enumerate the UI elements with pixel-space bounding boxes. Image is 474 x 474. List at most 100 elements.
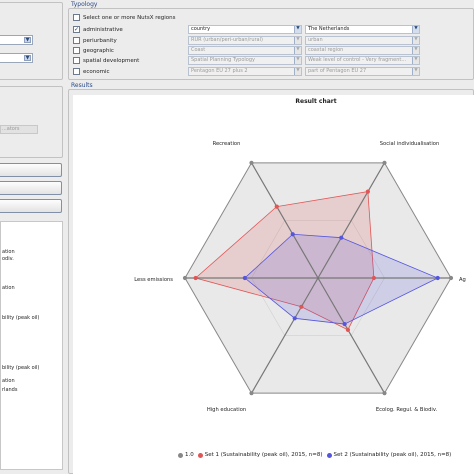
list-item[interactable]: odiv.: [2, 256, 14, 262]
legend-item: 1.0: [178, 452, 194, 458]
axis-label: Less emissions: [134, 277, 173, 283]
axis-label: Ecolog. Regul. & Biodiv.: [376, 407, 438, 413]
typology-row-economic[interactable]: economic: [73, 67, 110, 76]
chevron-down-icon: ▼: [412, 37, 419, 44]
left-button-1[interactable]: [0, 163, 62, 177]
axis-label: Social individualisation: [380, 141, 439, 147]
economic-type-value: Pentagon EU 27 plus 2: [191, 68, 248, 74]
economic-value: part of Pentagon EU 27: [308, 68, 367, 74]
periurbanity-type-select[interactable]: RUR (urban/peri-urban/rural) ▼: [188, 36, 302, 45]
typology-row-spatial-development[interactable]: spatial development: [73, 56, 139, 65]
select-nutsx-row[interactable]: Select one or more NutsX regions: [73, 13, 175, 22]
periurbanity-value-select[interactable]: urban ▼: [305, 36, 420, 45]
series-0-point: [448, 275, 454, 281]
administrative-region-value: The Netherlands: [308, 26, 350, 32]
results-title: Results: [71, 82, 93, 89]
left-button-2[interactable]: [0, 181, 62, 195]
spatial-development-type-select[interactable]: Spatial Planning Typology ▼: [188, 56, 302, 65]
radar-axis-spoke: [250, 162, 319, 279]
list-item[interactable]: bility (peak oil): [2, 365, 40, 371]
result-chart-area: Result chart Recreation Social individual…: [73, 95, 474, 474]
chevron-down-icon: ▼: [412, 47, 419, 54]
economic-checkbox[interactable]: [73, 68, 80, 75]
typology-row-geographic[interactable]: geographic: [73, 46, 114, 55]
series-0-point: [249, 391, 254, 396]
chevron-down-icon: ▼: [412, 68, 419, 75]
list-item[interactable]: ation: [2, 249, 15, 255]
series-0-point: [182, 275, 188, 281]
legend-label: Set 2 (Sustainability (peak oil), 2015, …: [333, 452, 452, 458]
chevron-down-icon: ▼: [24, 37, 31, 43]
series-1-point: [345, 327, 351, 332]
select-nutsx-label: Select one or more NutsX regions: [83, 14, 176, 21]
administrative-checkbox[interactable]: ✓: [73, 26, 80, 33]
periurbanity-value: urban: [308, 37, 323, 43]
list-item[interactable]: bility (peak oil): [2, 315, 40, 321]
typology-row-administrative[interactable]: ✓ administrative: [73, 25, 123, 34]
legend-item: Set 1 (Sustainability (peak oil), 2015, …: [197, 452, 323, 458]
geographic-value: coastal region: [308, 47, 344, 53]
chevron-down-icon: ▼: [294, 37, 301, 44]
chevron-down-icon: ▼: [294, 57, 301, 64]
administrative-region-select[interactable]: The Netherlands ▼: [305, 25, 420, 34]
series-0-point: [382, 391, 387, 396]
chevron-down-icon: ▼: [412, 57, 419, 64]
spatial-development-label: spatial development: [83, 57, 140, 64]
series-2-point: [435, 275, 440, 281]
series-0-point: [249, 160, 254, 165]
left-select-1[interactable]: ▼: [0, 35, 33, 45]
geographic-type-select[interactable]: Coast ▼: [188, 46, 302, 55]
series-2-point: [242, 275, 247, 281]
left-panel: ▼ ▼ ...ators ation odiv. ation bility (p…: [0, 0, 64, 474]
series-1-point: [371, 275, 376, 281]
administrative-level-value: country: [191, 26, 211, 32]
geographic-checkbox[interactable]: [73, 47, 80, 54]
select-nutsx-checkbox[interactable]: [73, 14, 80, 21]
chevron-down-icon: ▼: [294, 68, 301, 75]
chart-title: Result chart: [295, 98, 336, 105]
left-group-box: [0, 2, 63, 80]
series-2-point: [290, 232, 295, 237]
administrative-label: administrative: [83, 26, 123, 33]
radar-axis-spoke: [250, 277, 319, 394]
radar-chart: Result chart Recreation Social individual…: [134, 98, 466, 413]
spatial-development-type-value: Spatial Planning Typology: [191, 57, 255, 63]
radar-axis-spoke: [317, 162, 386, 279]
typology-row-periurbanity[interactable]: periurbanity: [73, 36, 117, 45]
left-button-3[interactable]: [0, 199, 62, 213]
economic-value-select[interactable]: part of Pentagon EU 27 ▼: [305, 67, 420, 76]
list-item[interactable]: ation: [2, 285, 15, 291]
periurbanity-checkbox[interactable]: [73, 37, 80, 44]
series-2-point: [339, 235, 344, 240]
selection-list[interactable]: ation odiv. ation bility (peak oil) bili…: [0, 221, 63, 470]
legend-label: Set 1 (Sustainability (peak oil), 2015, …: [204, 452, 323, 458]
axis-label: High education: [207, 407, 246, 413]
legend-label: 1.0: [185, 452, 194, 458]
spatial-development-checkbox[interactable]: [73, 57, 80, 64]
series-1-point: [299, 304, 304, 309]
spatial-development-value-select[interactable]: Weak level of control - Very fragment...…: [305, 56, 420, 65]
chevron-down-icon: ▼: [412, 26, 419, 33]
legend-swatch: [197, 452, 203, 458]
geographic-type-value: Coast: [191, 47, 206, 53]
chevron-down-icon: ▼: [294, 26, 301, 33]
legend-swatch: [326, 452, 332, 458]
series-1-point: [365, 189, 370, 194]
faded-field: ...ators: [0, 125, 38, 134]
list-item[interactable]: ation: [2, 378, 15, 384]
chevron-down-icon: ▼: [24, 55, 31, 61]
series-2-point: [292, 316, 297, 321]
typology-title: Typology: [71, 1, 98, 8]
left-select-2[interactable]: ▼: [0, 53, 33, 63]
radar-axis-spoke: [317, 277, 386, 394]
series-1-point: [193, 275, 198, 281]
geographic-value-select[interactable]: coastal region ▼: [305, 46, 420, 55]
axis-label: Ag: [459, 277, 466, 283]
list-item[interactable]: rlands: [2, 387, 18, 393]
spatial-development-value: Weak level of control - Very fragment...: [308, 57, 407, 63]
series-2-point: [342, 321, 347, 327]
axis-label: Recreation: [213, 141, 241, 147]
administrative-level-select[interactable]: country ▼: [188, 25, 302, 34]
chevron-down-icon: ▼: [294, 47, 301, 54]
economic-type-select[interactable]: Pentagon EU 27 plus 2 ▼: [188, 67, 302, 76]
